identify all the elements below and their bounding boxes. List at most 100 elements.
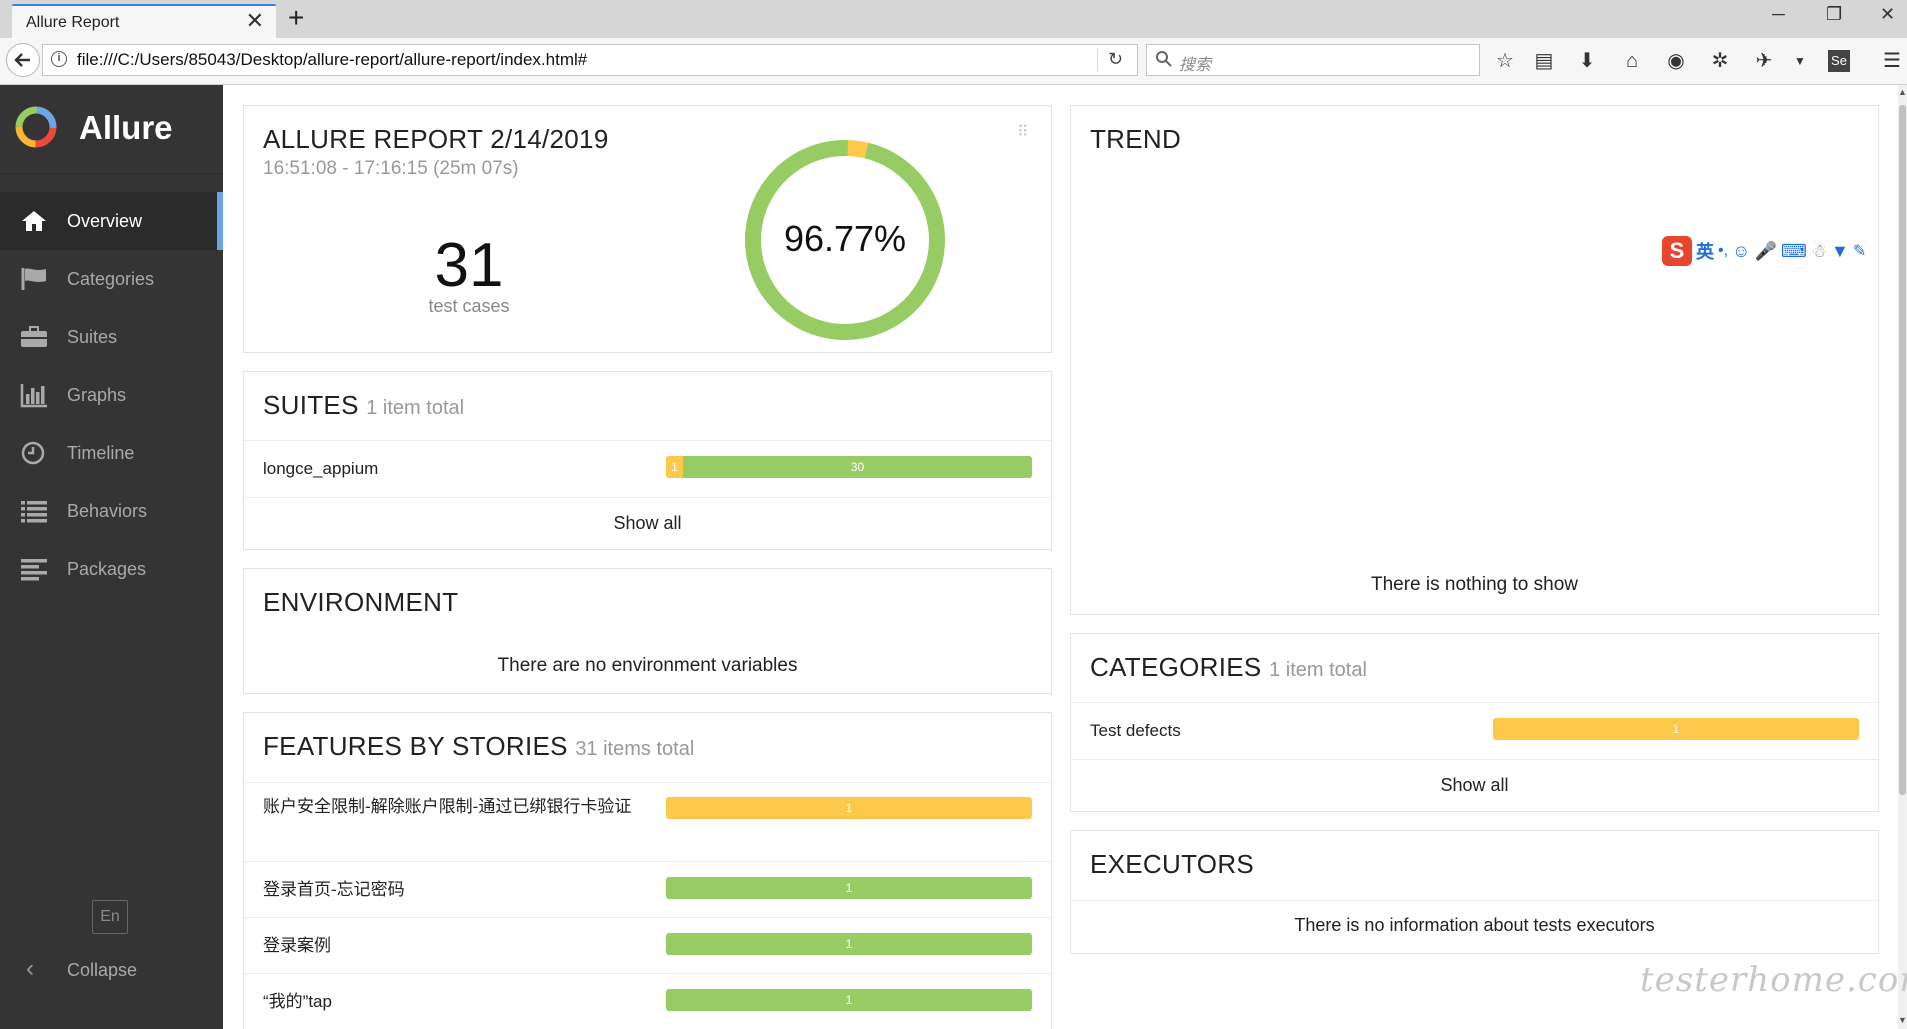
show-all-link[interactable]: Show all	[1440, 775, 1509, 795]
broken-segment: 1	[666, 797, 1032, 819]
briefcase-icon	[21, 326, 47, 347]
pocket-icon[interactable]: ◉	[1667, 50, 1685, 72]
skin-icon[interactable]: ▼	[1830, 240, 1849, 261]
reading-list-icon[interactable]: ▤	[1534, 50, 1554, 72]
watermark: testerhome.com	[1640, 960, 1907, 1000]
allure-logo-icon	[15, 106, 57, 148]
collapse-label: Collapse	[67, 960, 138, 980]
passed-segment: 1	[666, 877, 1032, 899]
sidebar-item-overview[interactable]: Overview	[0, 192, 223, 250]
search-input[interactable]: 搜索	[1179, 57, 1212, 74]
search-bar[interactable]: 搜索	[1146, 44, 1480, 76]
home-icon[interactable]: ⌂	[1625, 50, 1639, 72]
page-scrollbar[interactable]: ▲ ▼	[1898, 85, 1907, 1029]
divider	[244, 861, 1051, 862]
trend-message: There is nothing to show	[1370, 574, 1578, 595]
table-row[interactable]: 登录案例 1	[244, 918, 1051, 973]
ime-language[interactable]: 英	[1696, 242, 1714, 262]
divider	[244, 497, 1051, 498]
browser-toolbar: i file:///C:/Users/85043/Desktop/allure-…	[0, 38, 1907, 85]
close-window-button[interactable]: ✕	[1880, 4, 1896, 24]
smiley-icon[interactable]: ☺	[1732, 240, 1751, 261]
summary-widget: ALLURE REPORT 2/14/2019 16:51:08 - 17:16…	[243, 105, 1052, 353]
pass-rate: 96.77%	[783, 218, 907, 259]
firebug-icon[interactable]: ✈	[1755, 50, 1773, 72]
sidebar-item-timeline[interactable]: Timeline	[0, 424, 223, 482]
info-icon[interactable]: i	[51, 51, 67, 67]
features-title-text: FEATURES BY STORIES	[263, 731, 568, 761]
bar-chart-icon	[20, 384, 47, 408]
url-text[interactable]: file:///C:/Users/85043/Desktop/allure-re…	[77, 50, 588, 69]
browser-tab-bar: Allure Report ✕ + ─ ❐ ✕	[0, 0, 1907, 38]
environment-widget: ENVIRONMENT There are no environment var…	[243, 568, 1052, 694]
microphone-icon[interactable]: 🎤	[1754, 240, 1777, 261]
divider	[1097, 49, 1098, 71]
drag-handle-icon[interactable]: ⠿	[1017, 124, 1029, 141]
divider	[1071, 759, 1878, 760]
menu-icon[interactable]: ☰	[1883, 50, 1901, 72]
punctuation-icon[interactable]: •,	[1718, 242, 1729, 259]
sidebar-item-packages[interactable]: Packages	[0, 540, 223, 598]
language-button[interactable]: En	[92, 900, 128, 934]
divider	[1071, 702, 1878, 703]
feature-name: “我的”tap	[263, 992, 332, 1011]
dropdown-icon[interactable]: ▼	[1794, 54, 1806, 68]
suites-title: SUITES 1 item total	[263, 390, 464, 421]
passed-segment: 1	[666, 933, 1032, 955]
extension-icon[interactable]: ✲	[1711, 50, 1729, 72]
brand[interactable]: Allure	[0, 85, 223, 174]
divider	[244, 782, 1051, 783]
keyboard-icon[interactable]: ⌨	[1780, 240, 1807, 261]
browser-tab[interactable]: Allure Report ✕	[12, 4, 276, 38]
table-row[interactable]: Test defects 1	[1071, 703, 1878, 759]
feature-name: 登录案例	[263, 936, 331, 955]
table-row[interactable]: 账户安全限制-解除账户限制-通过已绑银行卡验证 1	[244, 783, 1051, 861]
sidebar-item-suites[interactable]: Suites	[0, 308, 223, 366]
show-all-link[interactable]: Show all	[613, 513, 682, 533]
sidebar-item-label: Overview	[67, 211, 143, 231]
sidebar-item-label: Behaviors	[67, 501, 148, 521]
table-row[interactable]: 登录首页-忘记密码 1	[244, 862, 1051, 917]
sidebar-item-categories[interactable]: Categories	[0, 250, 223, 308]
reload-icon[interactable]: ↻	[1108, 49, 1124, 69]
category-status-bar: 1	[1493, 718, 1859, 740]
tab-close-icon[interactable]: ✕	[245, 8, 264, 33]
minimize-button[interactable]: ─	[1772, 4, 1785, 24]
environment-message: There are no environment variables	[497, 655, 798, 676]
collapse-button[interactable]: ‹ Collapse	[0, 945, 223, 993]
sidebar: Allure Overview Categories Suites Graphs	[0, 85, 223, 1029]
table-row[interactable]: “我的”tap 1	[244, 974, 1051, 1029]
sidebar-item-label: Suites	[67, 327, 118, 347]
brand-name: Allure	[79, 109, 173, 146]
pass-rate-donut	[745, 140, 945, 340]
settings-icon[interactable]: ✎	[1852, 243, 1867, 260]
star-icon[interactable]: ☆	[1496, 50, 1514, 72]
donut-passed-arc	[745, 140, 945, 340]
sidebar-item-behaviors[interactable]: Behaviors	[0, 482, 223, 540]
sidebar-item-label: Graphs	[67, 385, 127, 405]
feature-status-bar: 1	[666, 877, 1032, 899]
environment-title: ENVIRONMENT	[263, 587, 459, 617]
scroll-down-icon[interactable]: ▼	[1898, 1015, 1907, 1025]
divider	[1071, 900, 1878, 901]
flag-icon	[21, 268, 46, 290]
sidebar-item-label: Packages	[67, 559, 147, 579]
selenium-icon[interactable]: Se	[1828, 50, 1850, 72]
test-count-label: test cases	[428, 296, 510, 316]
sidebar-item-graphs[interactable]: Graphs	[0, 366, 223, 424]
user-icon[interactable]: ☃	[1810, 240, 1827, 261]
ime-toolbar[interactable]: S 英 •, ☺ 🎤 ⌨ ☃ ▼ ✎	[1662, 234, 1866, 268]
sogou-logo-icon: S	[1662, 236, 1692, 266]
scroll-up-icon[interactable]: ▲	[1898, 87, 1907, 97]
list-icon	[21, 501, 47, 523]
download-icon[interactable]: ⬇	[1578, 50, 1596, 72]
home-icon	[22, 211, 46, 231]
trend-widget: TREND There is nothing to show	[1070, 105, 1879, 615]
feature-name: 账户安全限制-解除账户限制-通过已绑银行卡验证	[263, 797, 632, 816]
back-button[interactable]	[6, 43, 40, 77]
scrollbar-thumb[interactable]	[1899, 105, 1906, 795]
table-row[interactable]: longce_appium 1 30	[244, 441, 1051, 497]
address-bar[interactable]: i file:///C:/Users/85043/Desktop/allure-…	[42, 44, 1138, 76]
restore-button[interactable]: ❐	[1826, 4, 1843, 24]
new-tab-button[interactable]: +	[288, 2, 305, 33]
